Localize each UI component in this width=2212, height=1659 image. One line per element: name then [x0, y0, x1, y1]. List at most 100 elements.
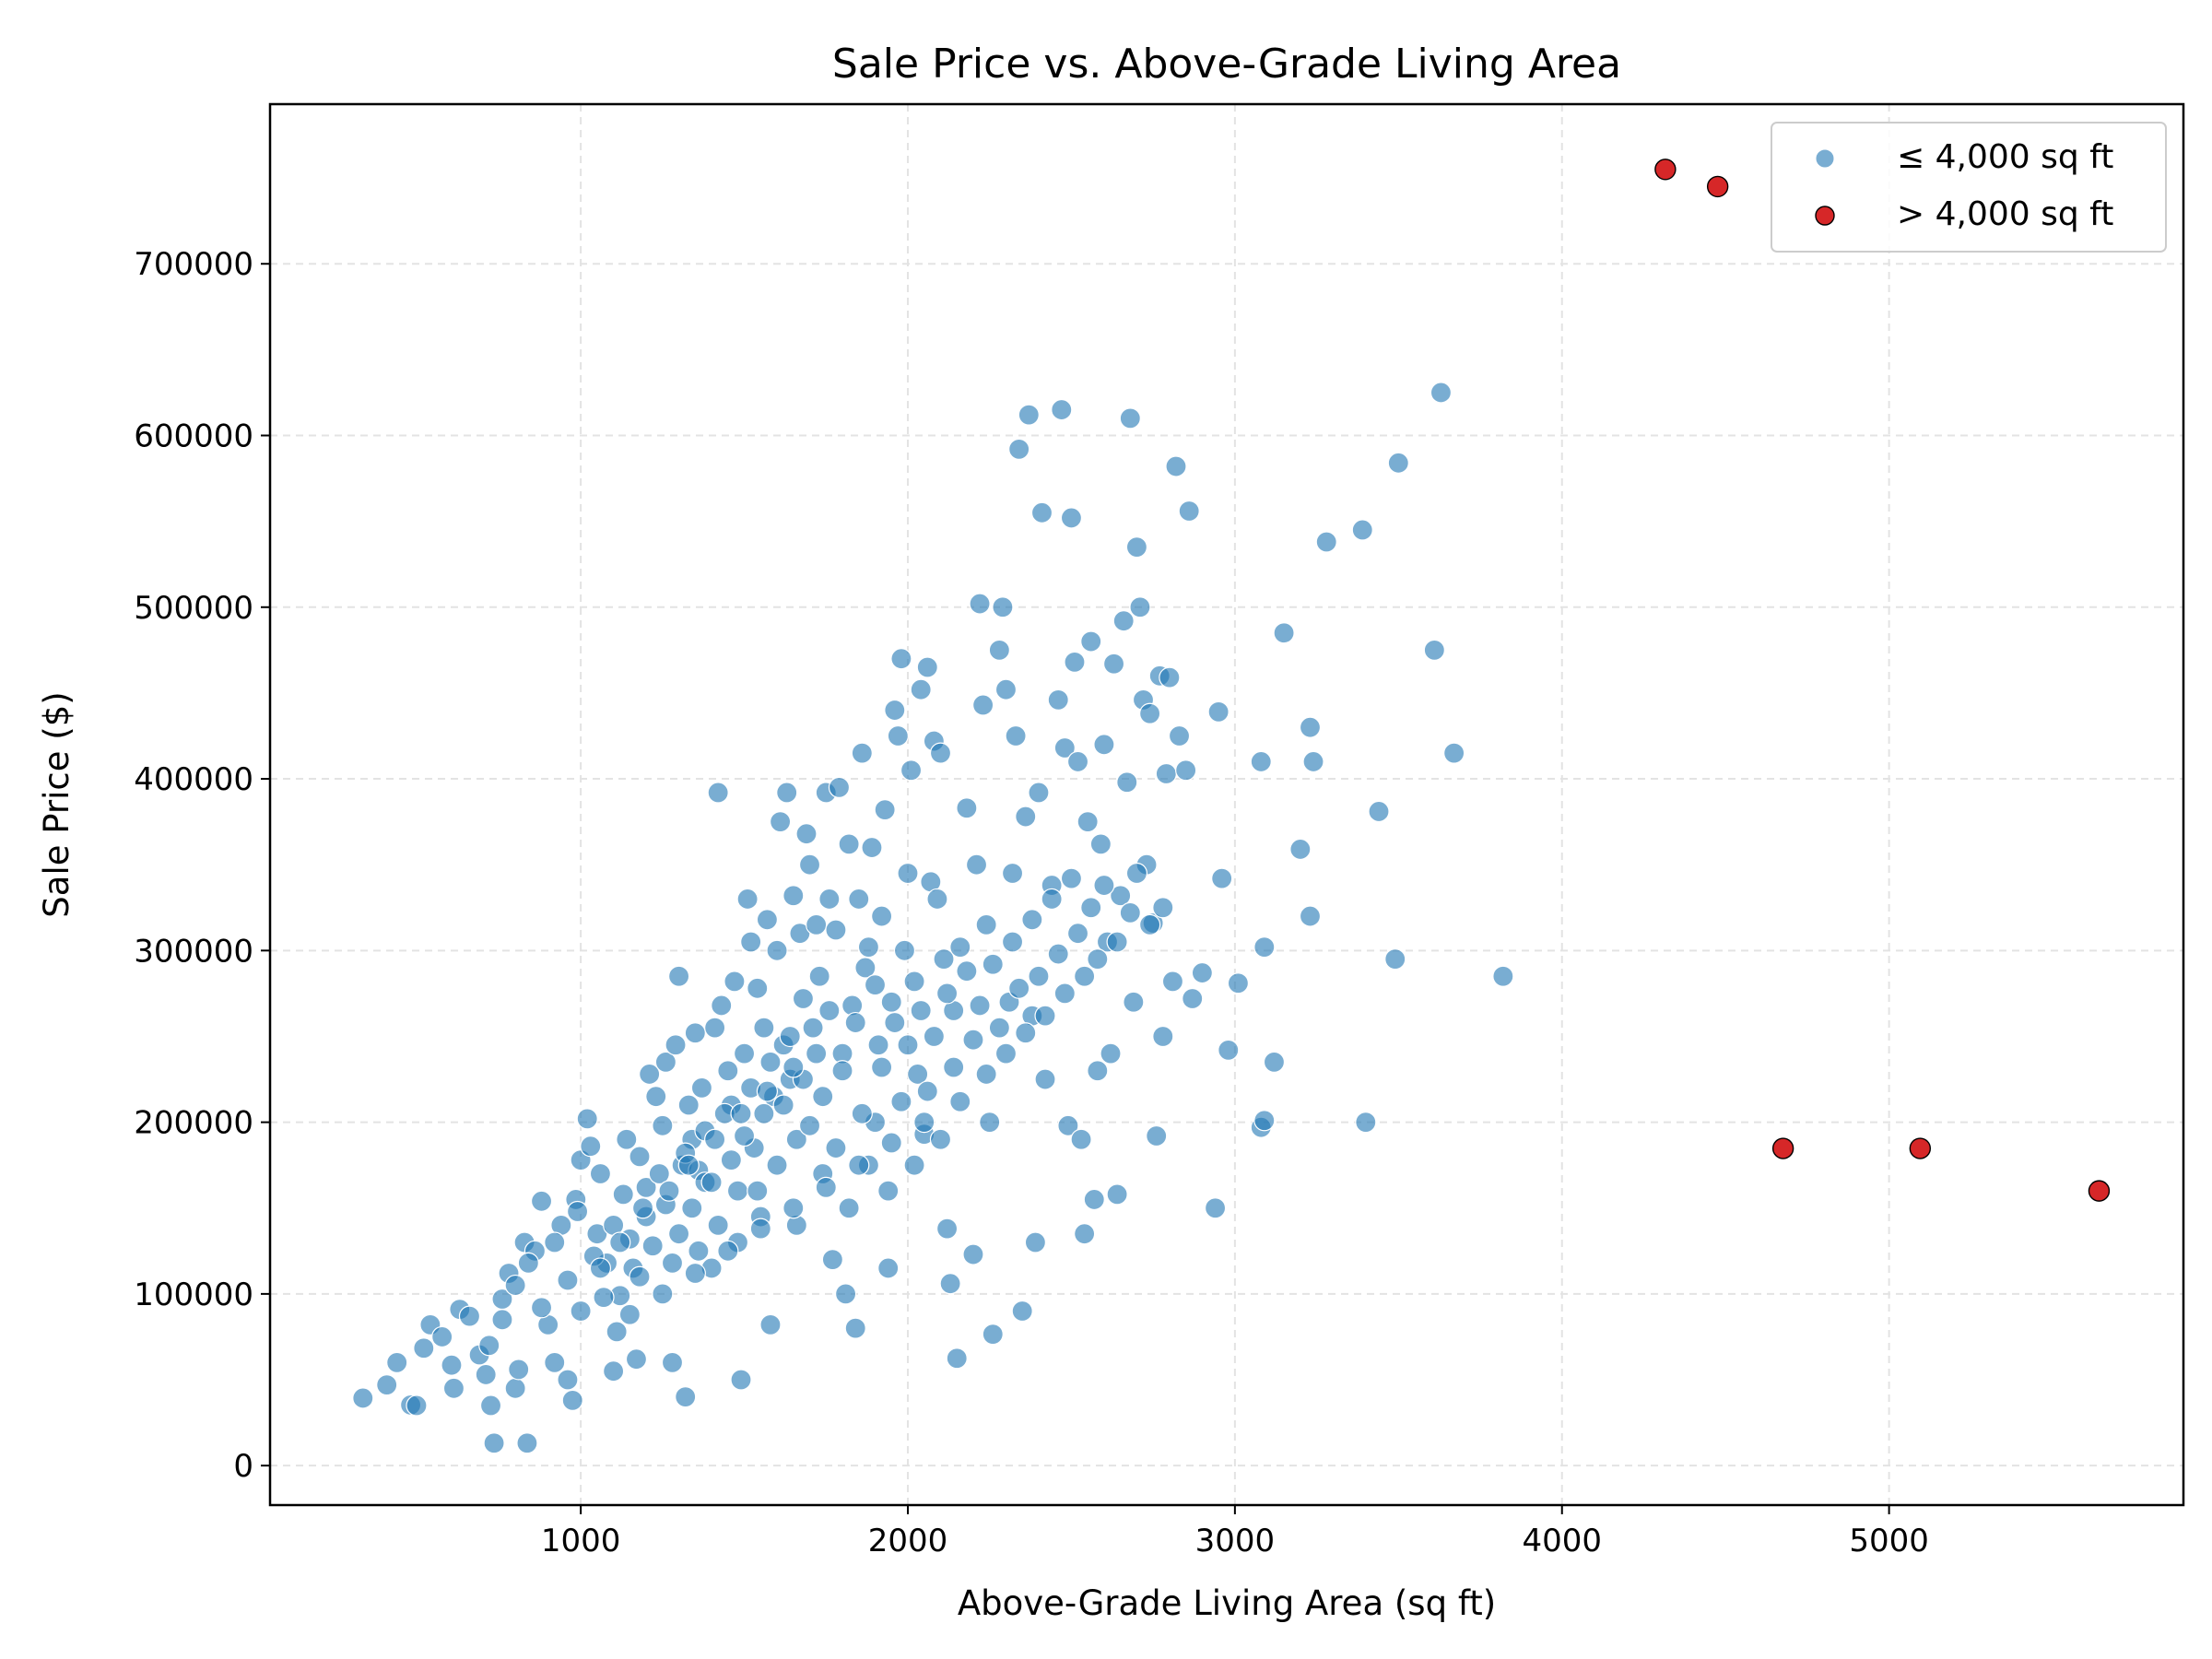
data-point	[580, 1135, 602, 1158]
data-point	[1299, 716, 1322, 738]
x-tick-label: 3000	[1195, 1523, 1276, 1559]
data-point	[1182, 987, 1204, 1010]
data-point	[517, 1252, 539, 1274]
data-point	[1119, 407, 1141, 429]
data-point	[1015, 806, 1037, 828]
data-point	[704, 1128, 726, 1150]
data-point	[1125, 862, 1148, 885]
data-point	[1021, 909, 1043, 931]
data-point	[782, 1197, 805, 1219]
data-point	[759, 1313, 782, 1336]
data-point	[747, 977, 769, 999]
data-point	[1253, 1110, 1276, 1132]
data-point	[949, 936, 971, 959]
data-point	[851, 1102, 873, 1124]
data-point	[504, 1377, 526, 1399]
data-point	[730, 1369, 752, 1391]
data-point	[1123, 991, 1145, 1013]
data-point	[544, 1231, 566, 1253]
data-point	[1034, 1005, 1056, 1027]
data-point	[994, 1042, 1018, 1065]
data-point	[1161, 971, 1184, 993]
data-point	[589, 1257, 612, 1279]
data-point	[949, 1090, 971, 1112]
data-point	[561, 1389, 583, 1411]
data-point	[1250, 750, 1272, 773]
legend-label-small-homes: ≤ 4,000 sq ft	[1897, 138, 2113, 176]
data-point	[874, 798, 896, 821]
data-point	[352, 1387, 374, 1409]
y-tick-label: 700000	[134, 246, 253, 283]
data-point	[661, 1252, 684, 1274]
data-point	[557, 1369, 579, 1391]
legend-marker-small-homes	[1815, 148, 1835, 169]
data-point	[635, 1176, 657, 1198]
data-point	[903, 971, 925, 993]
data-point	[667, 965, 690, 987]
data-point	[690, 1077, 713, 1099]
x-tick-label: 5000	[1849, 1523, 1929, 1559]
y-tick-label: 500000	[134, 590, 253, 627]
data-point	[1110, 885, 1132, 907]
data-point	[1191, 961, 1213, 984]
data-point	[1080, 897, 1102, 919]
data-point	[1024, 1231, 1047, 1253]
data-point	[766, 1154, 788, 1176]
data-points	[352, 159, 2111, 1454]
data-point	[935, 982, 959, 1005]
data-point	[926, 888, 948, 911]
data-point	[779, 1025, 801, 1048]
data-point	[913, 1112, 935, 1134]
data-point	[711, 994, 733, 1017]
data-point	[884, 699, 906, 722]
data-point	[1211, 867, 1233, 889]
data-point	[1028, 782, 1050, 804]
data-point	[479, 1394, 502, 1417]
data-point	[684, 1262, 706, 1285]
data-point	[730, 1102, 752, 1124]
data-point	[736, 888, 759, 911]
data-point	[544, 1351, 566, 1373]
data-point	[867, 1034, 889, 1056]
data-point	[1028, 965, 1050, 987]
data-point	[884, 1011, 906, 1034]
data-point	[910, 678, 932, 700]
data-point	[877, 1257, 900, 1279]
data-point	[677, 1154, 700, 1176]
data-point	[641, 1235, 664, 1257]
data-point	[1315, 531, 1337, 553]
data-point	[1102, 653, 1125, 675]
data-point	[1351, 519, 1373, 541]
data-point	[1263, 1051, 1286, 1074]
y-tick-label: 400000	[134, 761, 253, 798]
data-point-large-home	[1909, 1137, 1932, 1159]
data-point	[1051, 398, 1073, 421]
data-point	[935, 1218, 959, 1240]
data-point	[929, 1128, 952, 1150]
data-point	[458, 1305, 481, 1327]
data-point	[1093, 734, 1115, 756]
data-point	[893, 939, 916, 961]
data-point	[753, 1102, 775, 1124]
data-point	[1060, 867, 1083, 889]
data-point	[969, 593, 991, 615]
data-point	[629, 1265, 651, 1288]
data-point	[639, 1063, 661, 1086]
data-point	[625, 1348, 648, 1371]
data-point	[570, 1300, 592, 1323]
data-point	[1492, 965, 1514, 987]
data-point	[838, 1197, 860, 1219]
data-point	[753, 1017, 775, 1039]
data-point	[1077, 811, 1099, 833]
data-point	[684, 1022, 706, 1044]
data-point-large-home	[1771, 1137, 1794, 1159]
data-point	[707, 782, 729, 804]
data-point	[1443, 742, 1465, 764]
data-point	[769, 811, 792, 833]
data-point	[1119, 901, 1141, 924]
data-point	[1080, 630, 1102, 653]
data-point	[667, 1223, 690, 1245]
data-point	[652, 1283, 674, 1305]
x-tick-label: 1000	[541, 1523, 621, 1559]
